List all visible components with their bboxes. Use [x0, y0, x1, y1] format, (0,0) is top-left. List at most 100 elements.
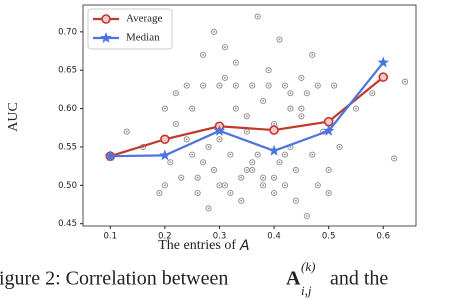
scatter-dot — [262, 176, 265, 179]
scatter-dot — [273, 192, 275, 194]
scatter-dot — [158, 192, 161, 194]
x-tick-label: 0.2 — [158, 232, 172, 242]
scatter-dot — [163, 107, 166, 110]
scatter-point — [276, 36, 283, 43]
scatter-dot — [207, 207, 210, 210]
scatter-dot — [174, 92, 177, 95]
scatter-dot — [163, 184, 166, 187]
scatter-dot — [224, 184, 226, 187]
scatter-dot — [262, 184, 265, 187]
y-axis-label: AUC — [6, 102, 21, 132]
scatter-dot — [245, 130, 248, 133]
scatter-point — [254, 13, 261, 20]
scatter-dot — [191, 153, 194, 156]
scatter-dot — [289, 146, 292, 148]
scatter-dot — [245, 169, 248, 171]
scatter-dot — [267, 84, 270, 87]
scatter-point — [391, 155, 398, 162]
scatter-point — [210, 166, 218, 174]
scatter-point — [281, 151, 289, 158]
scatter-dot — [327, 169, 330, 171]
marker — [213, 124, 226, 136]
scatter-point — [287, 105, 294, 112]
series-line — [109, 76, 384, 158]
legend-marker — [101, 14, 111, 24]
scatter-dot — [191, 107, 194, 110]
scatter-point — [232, 82, 239, 89]
y-tick-label: 0.55 — [58, 142, 77, 152]
legend-marker — [100, 32, 112, 43]
scatter-point — [183, 136, 190, 143]
scatter-dot — [218, 84, 221, 87]
scatter-dot — [305, 92, 308, 95]
scatter-point — [161, 182, 168, 189]
caption-symbol: A — [286, 268, 301, 290]
scatter-dot — [169, 161, 172, 164]
scatter-point — [271, 189, 278, 197]
y-tick-label: 0.70 — [58, 27, 77, 37]
scatter-point — [200, 159, 207, 166]
scatter-point — [314, 82, 321, 89]
scatter-point — [298, 105, 305, 112]
scatter-dot — [284, 84, 286, 87]
scatter-point — [265, 82, 272, 89]
scatter-point — [325, 189, 332, 197]
scatter-dot — [202, 161, 204, 164]
series-line — [110, 61, 385, 158]
scatter-point — [271, 174, 278, 181]
scatter-point — [276, 159, 283, 166]
scatter-dot — [316, 84, 319, 87]
scatter-point — [402, 78, 409, 85]
scatter-dot — [300, 76, 303, 79]
scatter-dot — [300, 107, 303, 110]
scatter-dot — [289, 92, 292, 95]
scatter-dot — [262, 100, 265, 102]
scatter-point — [314, 182, 321, 189]
scatter-dot — [224, 46, 226, 49]
scatter-point — [221, 44, 228, 51]
scatter-point — [189, 105, 196, 112]
scatter-dot — [333, 84, 336, 87]
marker — [159, 149, 171, 161]
scatter-dot — [224, 76, 226, 79]
scatter-dot — [196, 192, 199, 194]
marker — [322, 124, 335, 136]
scatter-point — [265, 67, 272, 74]
scatter-dot — [240, 199, 243, 202]
scatter-point — [254, 151, 261, 158]
scatter-point — [336, 143, 343, 151]
scatter-dot — [196, 176, 199, 179]
scatter-dot — [393, 157, 396, 160]
scatter-point — [243, 113, 250, 120]
scatter-dot — [240, 176, 243, 179]
scatter-point — [221, 74, 228, 81]
x-tick-label: 0.3 — [213, 232, 227, 242]
scatter-point — [325, 166, 332, 174]
scatter-point — [331, 82, 338, 89]
scatter-dot — [311, 53, 314, 56]
scatter-point — [281, 182, 289, 189]
scatter-point — [172, 120, 179, 127]
scatter-point — [123, 128, 130, 135]
scatter-dot — [234, 84, 237, 87]
scatter-dot — [234, 61, 237, 64]
scatter-point — [281, 82, 289, 89]
scatter-dot — [284, 184, 286, 187]
y-tick-label: 0.45 — [58, 219, 77, 229]
legend-label: Median — [126, 32, 160, 44]
scatter-point — [238, 197, 245, 204]
x-tick-label: 0.1 — [104, 232, 118, 242]
scatter-point — [369, 90, 376, 97]
scatter-point — [249, 166, 256, 174]
scatter-point — [298, 113, 305, 120]
scatter-dot — [218, 138, 221, 141]
marker — [160, 134, 170, 145]
scatter-point — [189, 151, 196, 158]
scatter-dot — [229, 153, 232, 156]
scatter-point — [292, 166, 299, 174]
scatter-dot — [300, 115, 303, 118]
scatter-dot — [273, 123, 275, 125]
x-axis-label: The entries of — [158, 238, 236, 253]
scatter-dot — [338, 146, 341, 148]
scatter-dot — [267, 69, 270, 72]
